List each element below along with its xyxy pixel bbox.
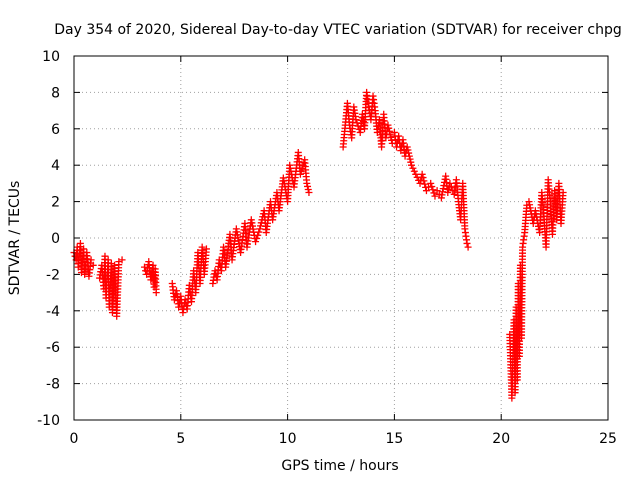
data-point [419,174,427,182]
data-point [152,289,160,297]
y-tick-label: 0 [51,231,60,247]
axis-ticks: 0 5 10 15 20 25 -10 -8 -6 -4 -2 0 2 4 6 8 10 [37,49,617,447]
data-point [384,121,392,129]
data-point [420,177,428,185]
y-axis-label: SDTVAR / TECUs [7,181,23,296]
data-point [559,189,567,196]
data-point [416,179,424,187]
x-axis-label: GPS time / hours [281,458,398,474]
chart-title: Day 354 of 2020, Sidereal Day-to-day VTE… [54,22,622,38]
x-tick-label: 20 [492,431,510,447]
data-point [421,180,429,188]
data-point [385,124,393,132]
data-point [406,155,414,163]
data-point [446,179,454,187]
data-point [410,167,418,175]
data-point [427,179,435,187]
data-point [87,256,95,264]
data-point [89,261,97,269]
data-point [304,182,312,190]
y-tick-label: -6 [46,340,60,356]
y-tick-label: 6 [51,122,60,138]
data-point [418,170,426,178]
data-point [428,183,436,191]
data-point [253,234,261,242]
data-point [385,127,393,135]
data-point [444,189,452,196]
data-point [412,170,420,178]
data-point [387,133,395,141]
y-tick-label: -2 [46,267,60,283]
data-point [463,239,471,247]
data-point [429,186,437,194]
data-point [202,245,210,253]
y-tick-label: 4 [51,158,60,174]
data-point [464,243,472,251]
data-point [405,149,413,157]
data-points [70,88,567,402]
y-tick-label: -10 [37,413,60,429]
y-tick-label: -4 [46,304,60,320]
data-point [431,192,439,200]
data-point [118,256,126,264]
x-tick-label: 0 [70,431,79,447]
data-point [175,303,183,311]
x-tick-label: 15 [385,431,403,447]
y-tick-label: 2 [51,195,60,211]
data-point [252,238,260,246]
data-point [303,179,311,187]
y-tick-label: 8 [51,85,60,101]
data-point [405,152,413,160]
data-point [422,187,430,195]
y-tick-label: 10 [42,49,60,65]
x-tick-label: 5 [176,431,185,447]
data-point [409,164,417,172]
data-point [256,225,264,233]
data-point [304,185,312,193]
x-tick-label: 10 [279,431,297,447]
data-point [407,158,415,166]
data-point [407,161,415,169]
data-point [433,187,441,195]
data-point [404,146,412,154]
data-point [255,228,263,236]
data-point [305,189,313,196]
y-tick-label: -8 [46,377,60,393]
data-point [386,130,394,138]
gridlines [74,56,608,420]
data-point [403,143,411,151]
data-point [254,231,262,239]
x-tick-label: 25 [599,431,617,447]
